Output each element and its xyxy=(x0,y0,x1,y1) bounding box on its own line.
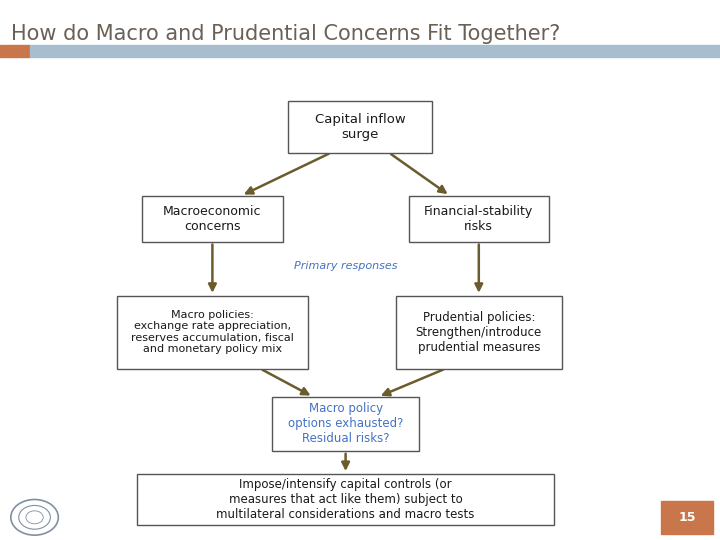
Text: Macro policies:
exchange rate appreciation,
reserves accumulation, fiscal
and mo: Macro policies: exchange rate appreciati… xyxy=(131,310,294,354)
Text: Primary responses: Primary responses xyxy=(294,261,397,271)
Bar xyxy=(661,501,713,534)
Text: Macroeconomic
concerns: Macroeconomic concerns xyxy=(163,205,261,233)
FancyBboxPatch shape xyxy=(288,102,432,152)
Bar xyxy=(30,45,720,57)
Bar xyxy=(0,45,30,57)
Text: Financial-stability
risks: Financial-stability risks xyxy=(424,205,534,233)
Text: Macro policy
options exhausted?
Residual risks?: Macro policy options exhausted? Residual… xyxy=(288,402,403,446)
FancyBboxPatch shape xyxy=(409,195,549,241)
FancyBboxPatch shape xyxy=(396,296,562,368)
FancyBboxPatch shape xyxy=(137,474,554,525)
Text: Prudential policies:
Strengthen/introduce
prudential measures: Prudential policies: Strengthen/introduc… xyxy=(415,310,542,354)
FancyBboxPatch shape xyxy=(142,195,282,241)
FancyBboxPatch shape xyxy=(117,296,308,368)
Text: How do Macro and Prudential Concerns Fit Together?: How do Macro and Prudential Concerns Fit… xyxy=(11,24,560,44)
FancyBboxPatch shape xyxy=(272,397,419,451)
Text: 15: 15 xyxy=(678,511,696,524)
Text: Capital inflow
surge: Capital inflow surge xyxy=(315,113,405,141)
Text: Impose/intensify capital controls (or
measures that act like them) subject to
mu: Impose/intensify capital controls (or me… xyxy=(217,478,474,521)
